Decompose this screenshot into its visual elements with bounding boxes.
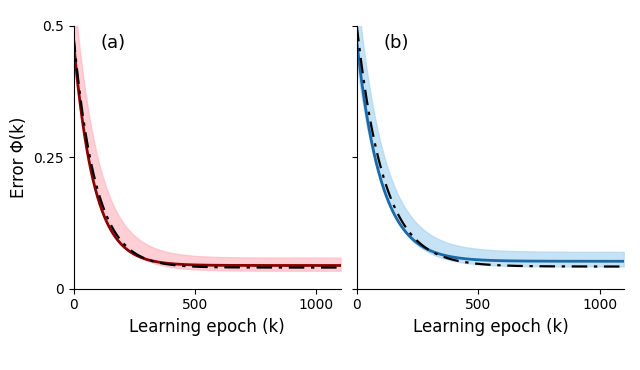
X-axis label: Learning epoch (k): Learning epoch (k) xyxy=(413,318,568,336)
Text: (b): (b) xyxy=(383,34,409,52)
Y-axis label: Error Φ(k): Error Φ(k) xyxy=(10,117,28,198)
X-axis label: Learning epoch (k): Learning epoch (k) xyxy=(129,318,285,336)
Text: (a): (a) xyxy=(100,34,125,52)
